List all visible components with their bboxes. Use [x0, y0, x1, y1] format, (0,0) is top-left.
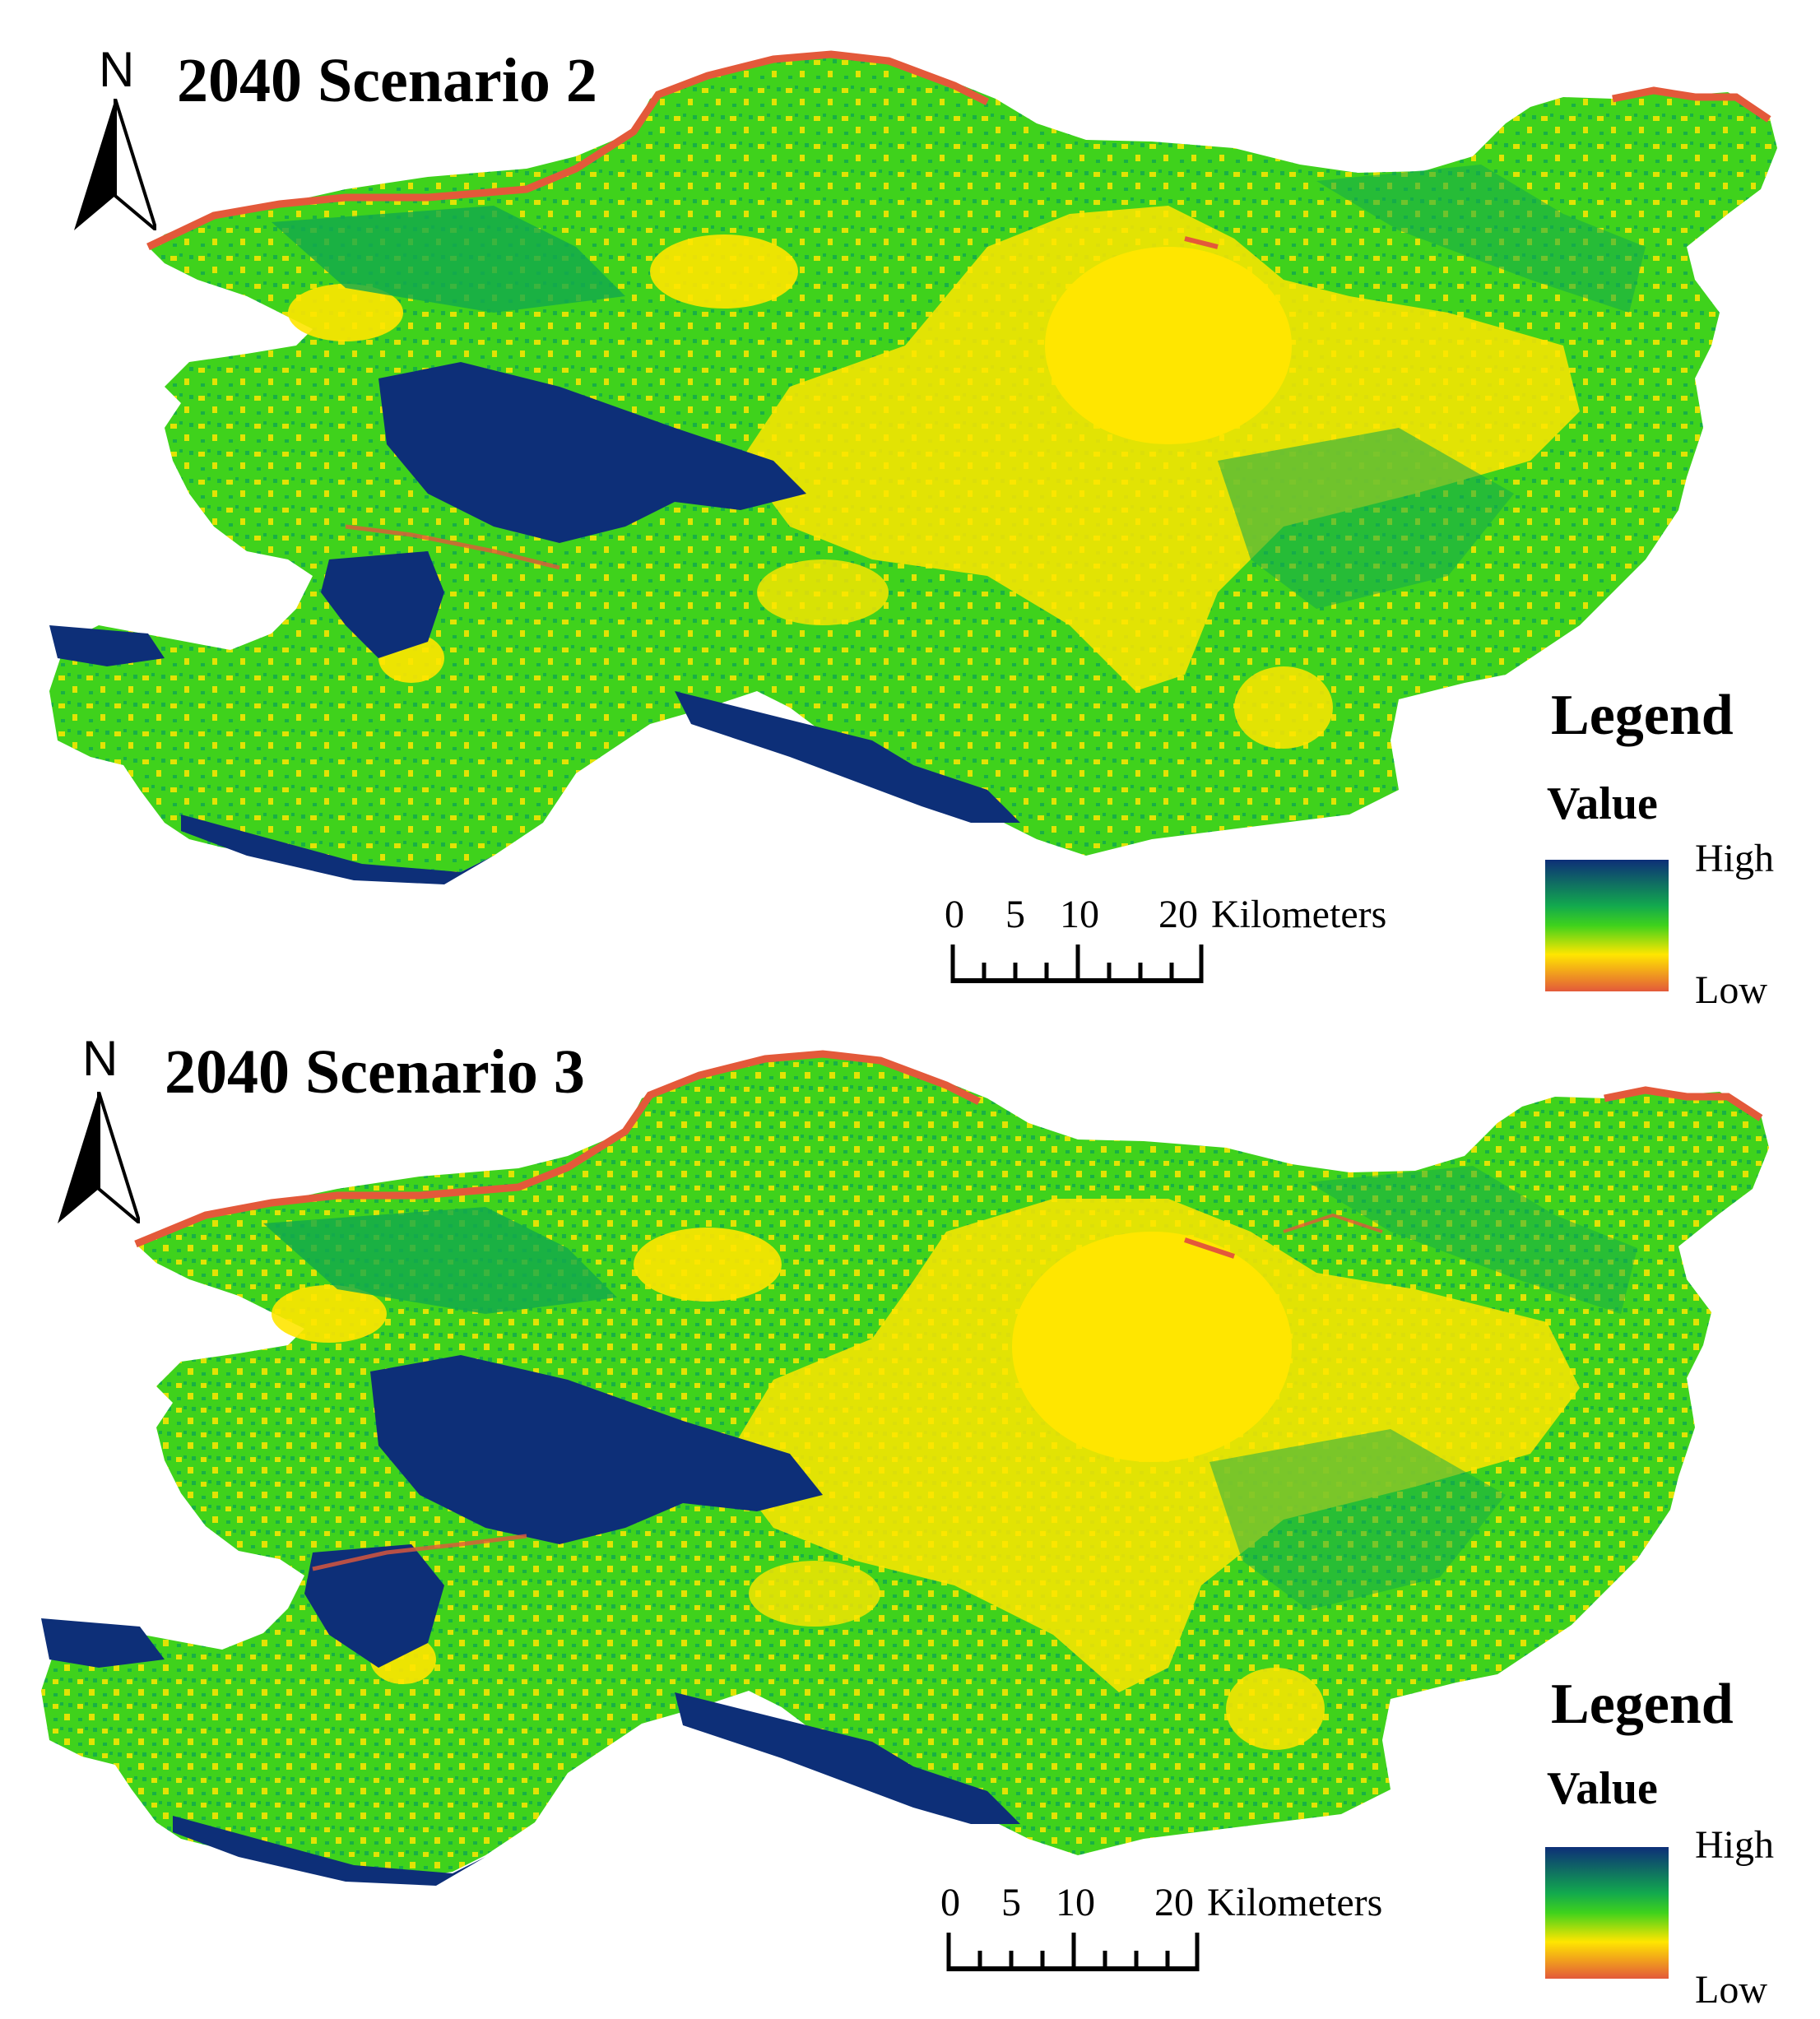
legend-field: Value [1547, 778, 1658, 829]
legend-field: Value [1547, 1763, 1658, 1814]
legend-color-ramp [1545, 860, 1669, 991]
legend-high-label: High [1695, 1823, 1774, 1867]
scale-tick-label: 10 [1060, 893, 1099, 936]
north-label: N [99, 42, 135, 97]
north-arrow-icon [74, 99, 156, 230]
scale-tick-label: 10 [1056, 1881, 1095, 1924]
legend-low-label: Low [1695, 968, 1767, 1012]
scale-bar [950, 945, 1204, 983]
map-panel-scenario-3: 2040 Scenario 3 N Legend Value High Low … [0, 1010, 1820, 2019]
map-title: 2040 Scenario 3 [165, 1037, 585, 1107]
urban-core-area [741, 206, 1580, 691]
scale-bar [946, 1933, 1200, 1971]
legend-high-label: High [1695, 837, 1774, 880]
map-panel-scenario-2: 2040 Scenario 2 N Legend Value High Low … [49, 42, 1777, 1012]
map-title: 2040 Scenario 2 [177, 46, 597, 115]
legend-title: Legend [1551, 1673, 1734, 1736]
scale-tick-label: 5 [1005, 893, 1025, 936]
high-value-zone [370, 1355, 823, 1544]
river [134, 1050, 982, 1248]
river [146, 50, 990, 251]
legend-color-ramp [1545, 1847, 1669, 1979]
legend-low-label: Low [1695, 1968, 1767, 2012]
scale-tick-label: 20 [1154, 1881, 1194, 1924]
scale-tick-label: 5 [1001, 1881, 1021, 1924]
legend-title: Legend [1551, 684, 1734, 747]
scale-tick-label: 20 [1158, 893, 1198, 936]
scale-tick-label: 0 [945, 893, 964, 936]
north-label: N [82, 1031, 118, 1086]
region-map [49, 50, 1777, 884]
scale-unit-label: Kilometers [1211, 893, 1387, 936]
north-arrow-icon [58, 1092, 140, 1223]
scale-unit-label: Kilometers [1207, 1881, 1383, 1924]
high-value-zone [378, 362, 806, 543]
region-map [41, 1050, 1769, 1886]
scale-tick-label: 0 [940, 1881, 960, 1924]
